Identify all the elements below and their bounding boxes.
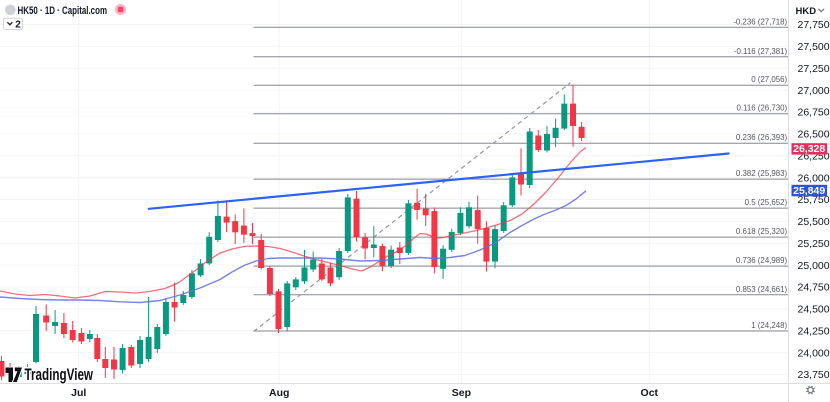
svg-text:-0.236 (27,718): -0.236 (27,718) — [733, 17, 787, 26]
svg-text:Aug: Aug — [269, 387, 289, 399]
svg-text:HKD: HKD — [796, 6, 817, 17]
svg-text:0.736 (24,989): 0.736 (24,989) — [736, 256, 788, 265]
svg-text:0.116 (26,730): 0.116 (26,730) — [736, 104, 787, 113]
svg-text:27,500: 27,500 — [798, 41, 830, 53]
svg-text:25,500: 25,500 — [798, 216, 830, 228]
svg-text:0.5 (25,652): 0.5 (25,652) — [745, 198, 788, 207]
svg-text:24,000: 24,000 — [798, 347, 830, 359]
svg-text:0.382 (25,983): 0.382 (25,983) — [736, 169, 788, 178]
svg-text:24,750: 24,750 — [798, 282, 830, 294]
svg-text:23,750: 23,750 — [798, 369, 830, 381]
svg-text:-0.116 (27,381): -0.116 (27,381) — [734, 47, 788, 56]
svg-text:25,000: 25,000 — [798, 260, 830, 272]
svg-text:0 (27,056): 0 (27,056) — [751, 75, 787, 84]
svg-text:26,000: 26,000 — [798, 172, 830, 184]
svg-text:27,000: 27,000 — [798, 85, 830, 97]
svg-text:TradingView: TradingView — [25, 366, 94, 384]
svg-text:26,500: 26,500 — [798, 129, 830, 141]
svg-text:0.236 (26,393): 0.236 (26,393) — [736, 133, 788, 142]
svg-text:0.853 (24,661): 0.853 (24,661) — [736, 285, 788, 294]
svg-text:27,750: 27,750 — [798, 19, 830, 31]
svg-text:1 (24,248): 1 (24,248) — [751, 321, 787, 330]
svg-text:0.618 (25,320): 0.618 (25,320) — [736, 227, 788, 236]
svg-text:24,500: 24,500 — [798, 304, 830, 316]
svg-text:26,328: 26,328 — [793, 143, 825, 155]
svg-text:Sep: Sep — [452, 387, 471, 399]
svg-text:Oct: Oct — [641, 387, 659, 399]
svg-text:24,250: 24,250 — [798, 326, 830, 338]
svg-text:25,250: 25,250 — [798, 238, 830, 250]
svg-text:HK50 · 1D · Capital.com: HK50 · 1D · Capital.com — [18, 5, 108, 17]
svg-text:25,849: 25,849 — [793, 185, 825, 197]
svg-text:26,750: 26,750 — [798, 107, 830, 119]
svg-text:25,750: 25,750 — [798, 194, 830, 206]
svg-text:2: 2 — [15, 20, 21, 31]
svg-text:Jul: Jul — [71, 387, 86, 399]
svg-text:27,250: 27,250 — [798, 63, 830, 75]
